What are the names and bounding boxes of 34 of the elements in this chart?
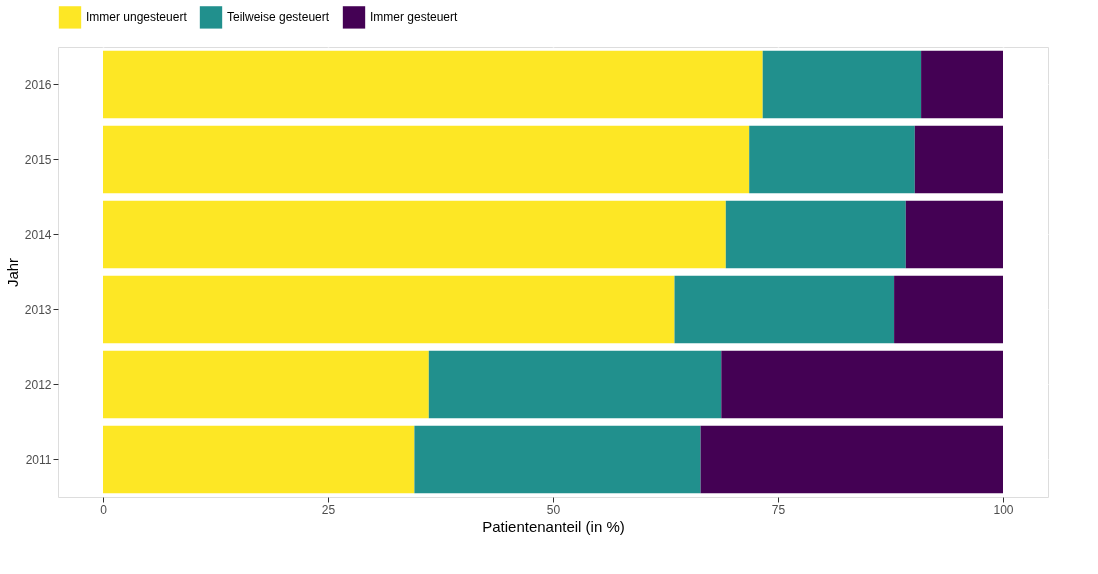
x-tick-label: 100: [993, 502, 1014, 517]
bar: [725, 200, 906, 269]
bar: [103, 425, 415, 494]
bar: [103, 350, 429, 419]
bar: [103, 125, 750, 194]
y-tick-label: 2015: [24, 152, 52, 167]
bar: [905, 200, 1003, 269]
bar: [103, 200, 726, 269]
bar: [103, 50, 763, 119]
bar: [749, 125, 915, 194]
bar: [414, 425, 701, 494]
bar: [674, 275, 895, 344]
y-tick-label: 2011: [25, 452, 52, 467]
bar: [914, 125, 1003, 194]
legend-label: Immer ungesteuert: [86, 10, 188, 25]
y-axis-title: Jahr: [3, 257, 21, 288]
legend-label: Immer gesteuert: [370, 10, 459, 25]
x-tick-label: 0: [100, 502, 108, 517]
x-tick-label: 25: [321, 502, 336, 517]
bar: [762, 50, 922, 119]
x-tick-label: 50: [546, 502, 561, 517]
y-tick-label: 2013: [24, 302, 52, 317]
bar: [103, 275, 675, 344]
bar: [921, 50, 1003, 119]
y-tick-label: 2012: [24, 377, 52, 392]
y-tick-label: 2016: [24, 77, 52, 92]
x-axis-title: Patientenanteil (in %): [482, 517, 625, 535]
bar: [700, 425, 1003, 494]
bar: [721, 350, 1003, 419]
legend-label: Teilweise gesteuert: [227, 10, 330, 25]
bar: [894, 275, 1003, 344]
y-tick-label: 2014: [24, 227, 52, 242]
x-tick-label: 75: [771, 502, 786, 517]
bar: [428, 350, 722, 419]
